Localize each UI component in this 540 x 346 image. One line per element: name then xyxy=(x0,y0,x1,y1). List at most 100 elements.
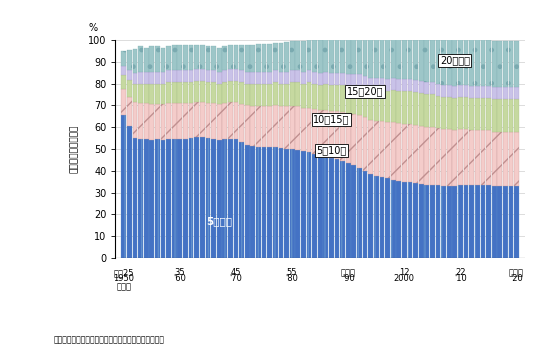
Text: 同居期間別構成割合: 同居期間別構成割合 xyxy=(70,125,79,173)
Bar xyxy=(430,82,435,94)
Bar xyxy=(307,152,312,258)
Bar xyxy=(469,130,474,185)
Bar xyxy=(178,103,183,139)
Bar xyxy=(234,69,238,81)
Bar xyxy=(245,106,249,145)
Bar xyxy=(161,104,165,140)
Bar xyxy=(273,43,278,71)
Text: 10～15年: 10～15年 xyxy=(313,115,349,125)
Bar xyxy=(133,83,137,102)
Bar xyxy=(453,130,457,186)
Bar xyxy=(178,82,183,103)
Bar xyxy=(183,71,188,82)
Bar xyxy=(239,143,244,258)
Bar xyxy=(497,131,502,186)
Bar xyxy=(458,97,463,129)
Bar xyxy=(402,40,407,79)
Bar xyxy=(509,186,514,258)
Bar xyxy=(380,78,384,90)
Bar xyxy=(402,124,407,182)
Bar xyxy=(391,180,395,258)
Bar xyxy=(492,131,496,186)
Bar xyxy=(194,137,199,258)
Bar xyxy=(469,185,474,258)
Bar xyxy=(408,91,413,124)
Bar xyxy=(245,72,249,83)
Bar xyxy=(284,72,289,83)
Bar xyxy=(464,97,469,129)
Bar xyxy=(290,149,294,258)
Bar xyxy=(441,97,446,129)
Bar xyxy=(239,82,244,104)
Bar xyxy=(453,86,457,98)
Bar xyxy=(453,186,457,258)
Bar xyxy=(340,85,345,112)
Bar xyxy=(385,179,390,258)
Bar xyxy=(127,97,132,126)
Bar xyxy=(391,90,395,122)
Bar xyxy=(279,148,284,258)
Bar xyxy=(172,82,177,103)
Bar xyxy=(441,129,446,186)
Bar xyxy=(166,46,171,71)
Bar xyxy=(279,107,284,148)
Bar xyxy=(363,35,367,76)
Bar xyxy=(144,83,149,103)
Bar xyxy=(368,120,373,174)
Bar xyxy=(194,69,199,81)
Bar xyxy=(279,43,284,72)
Bar xyxy=(251,72,255,83)
Bar xyxy=(385,91,390,122)
Bar xyxy=(441,186,446,258)
Bar xyxy=(290,107,294,149)
Bar xyxy=(329,85,334,111)
Bar xyxy=(385,122,390,179)
Bar xyxy=(492,41,496,87)
Bar xyxy=(273,82,278,106)
Bar xyxy=(458,129,463,185)
Bar xyxy=(267,83,272,107)
Bar xyxy=(150,46,154,72)
Bar xyxy=(312,83,317,109)
Bar xyxy=(307,82,312,108)
Bar xyxy=(396,181,401,258)
Bar xyxy=(346,74,350,86)
Bar xyxy=(245,145,249,258)
Bar xyxy=(357,167,362,258)
Bar xyxy=(206,71,210,82)
Bar xyxy=(245,83,249,106)
Bar xyxy=(188,45,193,71)
Text: 12: 12 xyxy=(399,268,410,277)
Bar xyxy=(340,73,345,85)
Bar xyxy=(402,91,407,124)
Bar xyxy=(267,107,272,147)
Bar xyxy=(127,126,132,258)
Bar xyxy=(273,71,278,82)
Bar xyxy=(217,140,221,258)
Bar xyxy=(166,71,171,82)
Bar xyxy=(166,103,171,139)
Bar xyxy=(481,185,485,258)
Bar xyxy=(329,158,334,258)
Bar xyxy=(464,38,469,85)
Bar xyxy=(509,131,514,186)
Bar xyxy=(447,129,451,186)
Bar xyxy=(150,83,154,104)
Text: 昭和25: 昭和25 xyxy=(113,268,134,277)
Bar xyxy=(284,107,289,149)
Bar xyxy=(256,83,261,107)
Bar xyxy=(234,45,238,69)
Bar xyxy=(200,69,205,81)
Bar xyxy=(188,71,193,82)
Bar xyxy=(318,40,322,73)
Bar xyxy=(323,38,328,72)
Bar xyxy=(122,115,126,258)
Bar xyxy=(279,72,284,83)
Bar xyxy=(290,41,294,71)
Bar xyxy=(262,83,266,107)
Bar xyxy=(133,73,137,83)
Bar xyxy=(424,185,429,258)
Bar xyxy=(340,161,345,258)
Bar xyxy=(161,47,165,72)
Bar xyxy=(357,74,362,86)
